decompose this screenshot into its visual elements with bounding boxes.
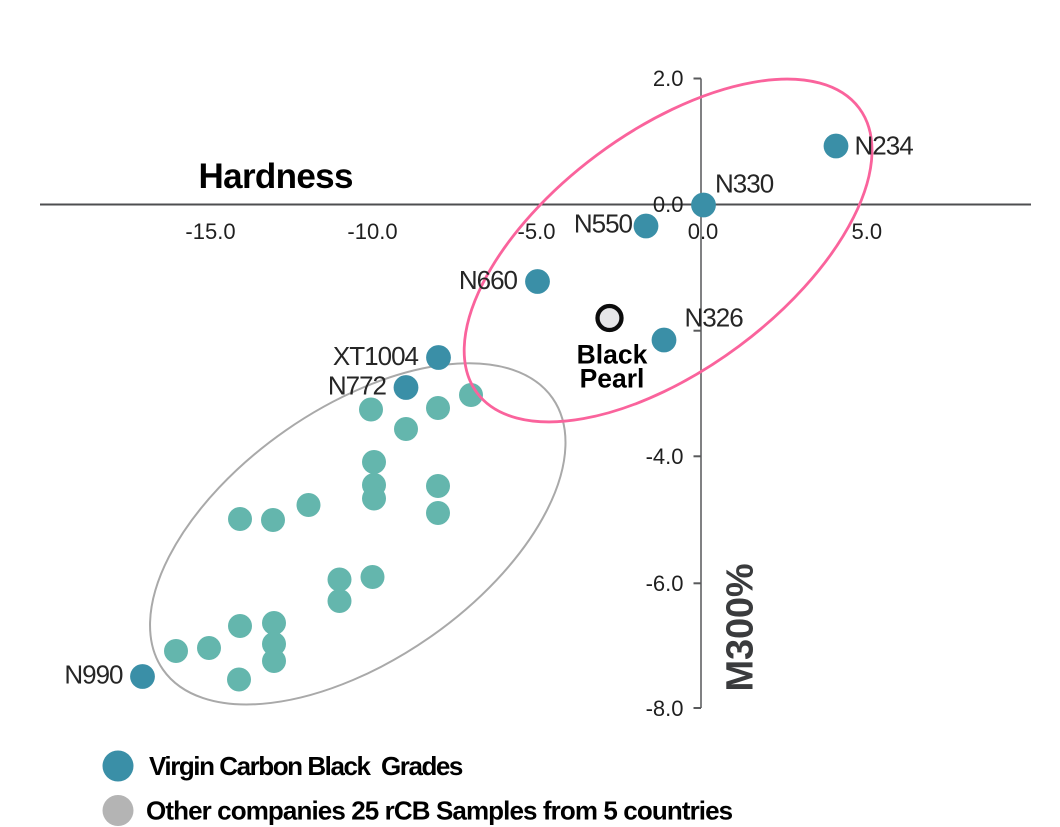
svg-text:-15.0: -15.0 <box>185 219 235 244</box>
svg-text:Black: Black <box>577 340 648 370</box>
svg-text:-6.0: -6.0 <box>646 571 684 596</box>
svg-text:Other companies 25 rCB Samples: Other companies 25 rCB Samples from 5 co… <box>146 796 733 826</box>
svg-text:Pearl: Pearl <box>580 364 645 394</box>
svg-text:N990: N990 <box>64 660 123 690</box>
svg-text:M300%: M300% <box>720 564 762 692</box>
svg-text:Virgin Carbon Black Grades: Virgin Carbon Black Grades <box>149 751 463 781</box>
svg-text:N330: N330 <box>715 169 774 199</box>
svg-text:N772: N772 <box>328 371 387 401</box>
svg-text:-4.0: -4.0 <box>646 444 684 469</box>
svg-text:N234: N234 <box>855 131 914 161</box>
svg-text:N326: N326 <box>685 303 744 333</box>
svg-text:-10.0: -10.0 <box>347 219 397 244</box>
svg-text:-8.0: -8.0 <box>646 696 684 721</box>
svg-text:2.0: 2.0 <box>653 66 684 91</box>
svg-text:5.0: 5.0 <box>852 219 883 244</box>
svg-text:N550: N550 <box>574 209 633 239</box>
svg-text:0.0: 0.0 <box>653 192 684 217</box>
svg-text:N660: N660 <box>459 265 518 295</box>
svg-text:Hardness: Hardness <box>199 157 354 196</box>
svg-text:XT1004: XT1004 <box>333 341 419 371</box>
svg-text:0.0: 0.0 <box>688 219 719 244</box>
